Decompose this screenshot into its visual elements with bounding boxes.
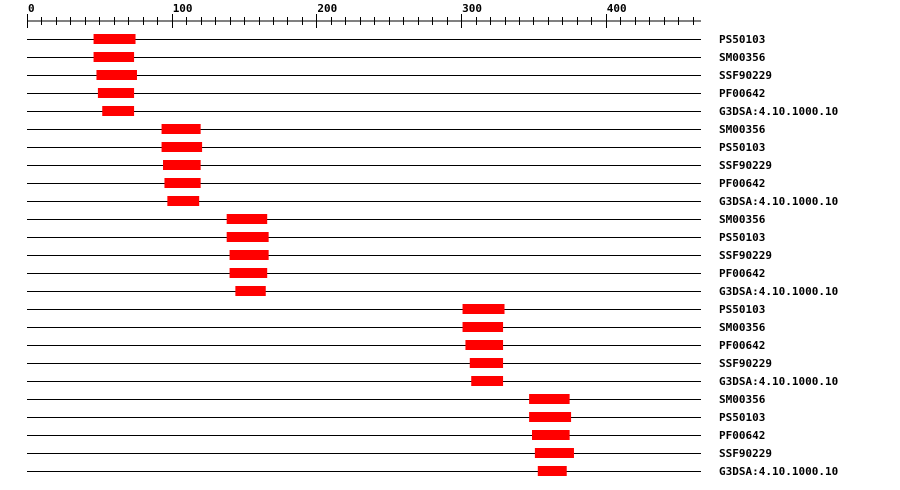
tick-label: 200 <box>317 2 337 15</box>
domain-row: PF00642 <box>27 267 765 280</box>
domain-bar <box>529 412 572 422</box>
domain-bar <box>462 304 505 314</box>
domain-label: SM00356 <box>719 51 766 64</box>
domain-bar <box>534 448 574 458</box>
domain-row: SSF90229 <box>27 69 772 82</box>
domain-row: PS50103 <box>27 411 765 424</box>
domain-label: G3DSA:4.10.1000.10 <box>719 195 838 208</box>
domain-bar <box>161 142 203 152</box>
domain-bar <box>97 88 135 98</box>
domain-row: PS50103 <box>27 303 765 316</box>
domain-bar <box>93 34 136 44</box>
domain-row: PF00642 <box>27 177 765 190</box>
domain-bar <box>96 70 137 80</box>
domain-label: SSF90229 <box>719 69 772 82</box>
domain-row: G3DSA:4.10.1000.10 <box>27 105 838 118</box>
domain-bar <box>167 196 200 206</box>
domain-row: SSF90229 <box>27 447 772 460</box>
domain-row: SSF90229 <box>27 357 772 370</box>
domain-label: G3DSA:4.10.1000.10 <box>719 375 838 388</box>
domain-label: PS50103 <box>719 231 765 244</box>
domain-bar <box>93 52 135 62</box>
domain-label: PF00642 <box>719 267 765 280</box>
domain-row: SSF90229 <box>27 249 772 262</box>
domain-bar <box>532 430 570 440</box>
domain-bar <box>529 394 570 404</box>
domain-row: PS50103 <box>27 141 765 154</box>
domain-label: SSF90229 <box>719 249 772 262</box>
domain-row: SM00356 <box>27 213 766 226</box>
domain-bar <box>465 340 504 350</box>
domain-label: G3DSA:4.10.1000.10 <box>719 465 838 478</box>
domain-row: G3DSA:4.10.1000.10 <box>27 465 838 478</box>
domain-bar <box>471 376 504 386</box>
domain-bar <box>229 268 268 278</box>
domain-bar <box>235 286 266 296</box>
domain-row: G3DSA:4.10.1000.10 <box>27 285 838 298</box>
tick-label: 0 <box>28 2 35 15</box>
domain-row: SSF90229 <box>27 159 772 172</box>
domain-bar <box>102 106 135 116</box>
domain-bar <box>537 466 567 476</box>
tick-label: 400 <box>607 2 627 15</box>
domain-label: PF00642 <box>719 339 765 352</box>
tick-label: 300 <box>462 2 482 15</box>
domain-label: PS50103 <box>719 33 765 46</box>
domain-row: PS50103 <box>27 33 765 46</box>
domain-label: SSF90229 <box>719 357 772 370</box>
domain-bar <box>229 250 269 260</box>
domain-label: SM00356 <box>719 123 766 136</box>
domain-bar <box>469 358 504 368</box>
domain-row: PF00642 <box>27 429 765 442</box>
domain-label: G3DSA:4.10.1000.10 <box>719 285 838 298</box>
domain-bar <box>163 160 201 170</box>
domain-label: SSF90229 <box>719 447 772 460</box>
domain-label: PF00642 <box>719 177 765 190</box>
domain-bar <box>161 124 201 134</box>
domain-row: PF00642 <box>27 339 765 352</box>
domain-label: SM00356 <box>719 213 766 226</box>
domain-label: SSF90229 <box>719 159 772 172</box>
domain-row: SM00356 <box>27 123 766 136</box>
domain-label: PS50103 <box>719 303 765 316</box>
domain-row: SM00356 <box>27 51 766 64</box>
tick-label: 100 <box>173 2 193 15</box>
domain-label: SM00356 <box>719 321 766 334</box>
domain-label: PS50103 <box>719 141 765 154</box>
domain-bar <box>226 232 269 242</box>
domain-label: PF00642 <box>719 87 765 100</box>
domain-label: PF00642 <box>719 429 765 442</box>
domain-row: PF00642 <box>27 87 765 100</box>
domain-label: G3DSA:4.10.1000.10 <box>719 105 838 118</box>
domain-bar <box>462 322 504 332</box>
domain-row: SM00356 <box>27 393 766 406</box>
domain-bar <box>226 214 268 224</box>
domain-row: G3DSA:4.10.1000.10 <box>27 195 838 208</box>
domain-bar <box>164 178 201 188</box>
domain-label: PS50103 <box>719 411 765 424</box>
domain-row: G3DSA:4.10.1000.10 <box>27 375 838 388</box>
domain-row: PS50103 <box>27 231 765 244</box>
domain-row: SM00356 <box>27 321 766 334</box>
domain-label: SM00356 <box>719 393 766 406</box>
